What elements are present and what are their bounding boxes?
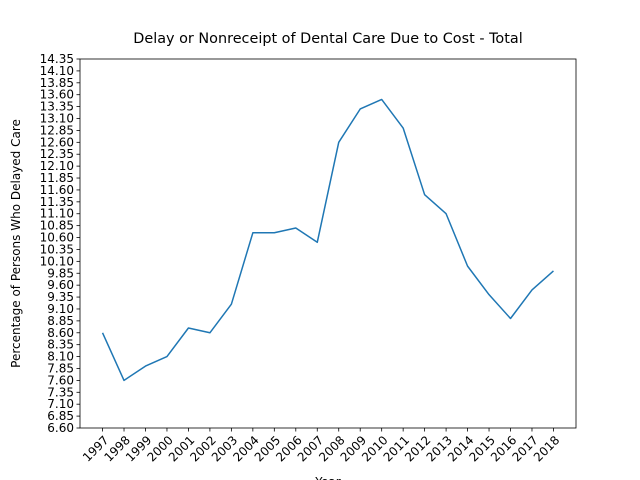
y-tick-label: 14.10 [40, 64, 74, 78]
y-tick-label: 11.35 [40, 195, 74, 209]
y-tick-label: 9.85 [47, 266, 74, 280]
y-tick-label: 12.10 [40, 159, 74, 173]
y-tick-label: 7.10 [47, 397, 74, 411]
y-tick-label: 13.10 [40, 112, 74, 126]
y-tick-label: 8.35 [47, 338, 74, 352]
y-tick-label: 8.10 [47, 350, 74, 364]
y-tick-label: 11.85 [40, 171, 74, 185]
x-axis-label: Year [314, 475, 340, 480]
y-tick-label: 9.35 [47, 290, 74, 304]
y-tick-label: 11.10 [40, 207, 74, 221]
y-tick-label: 8.85 [47, 314, 74, 328]
chart-title: Delay or Nonreceipt of Dental Care Due t… [133, 31, 522, 47]
y-tick-label: 12.35 [40, 147, 74, 161]
y-axis-label: Percentage of Persons Who Delayed Care [9, 119, 23, 368]
y-tick-label: 7.85 [47, 361, 74, 375]
y-tick-label: 7.35 [47, 385, 74, 399]
y-tick-label: 13.60 [40, 88, 74, 102]
y-tick-label: 8.60 [47, 326, 74, 340]
y-tick-label: 13.35 [40, 100, 74, 114]
y-tick-label: 6.85 [47, 409, 74, 423]
y-tick-label: 7.60 [47, 373, 74, 387]
y-tick-label: 13.85 [40, 76, 74, 90]
y-tick-label: 11.60 [40, 183, 74, 197]
plot-frame [79, 58, 577, 429]
y-tick-label: 10.60 [40, 231, 74, 245]
y-tick-label: 9.60 [47, 278, 74, 292]
y-tick-label: 14.35 [40, 52, 74, 66]
y-tick-label: 10.35 [40, 242, 74, 256]
y-tick-label: 9.10 [47, 302, 74, 316]
y-tick-label: 6.60 [47, 421, 74, 435]
y-tick-label: 10.10 [40, 254, 74, 268]
y-tick-label: 10.85 [40, 219, 74, 233]
line-series [101, 98, 554, 382]
y-tick-label: 12.60 [40, 135, 74, 149]
y-tick-label: 12.85 [40, 123, 74, 137]
